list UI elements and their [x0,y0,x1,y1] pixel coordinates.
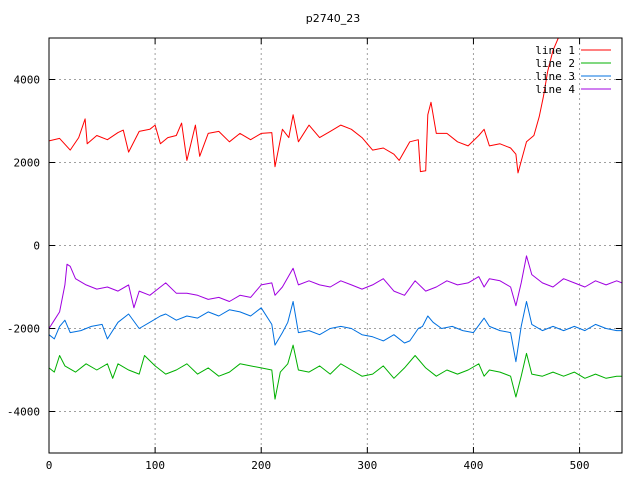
series-line-1 [49,38,559,174]
x-tick-label: 0 [46,459,53,472]
axis-ticks: 0 100 200 300 400 500 -4000 -2000 0 2000 4000 [7,38,622,472]
legend-label-line-3: line 3 [535,70,575,83]
x-tick-label: 400 [464,459,484,472]
legend-label-line-1: line 1 [535,44,575,57]
y-tick-label: -2000 [7,323,40,336]
y-tick-label: 0 [33,240,40,253]
x-tick-label: 100 [145,459,165,472]
y-tick-label: 2000 [14,157,41,170]
series-line-3 [49,301,622,363]
y-tick-label: -4000 [7,406,40,419]
legend-label-line-2: line 2 [535,57,575,70]
grid [49,38,622,453]
chart-title: p2740_23 [306,12,360,25]
series-group [49,38,622,400]
x-tick-label: 200 [251,459,271,472]
series-line-4 [49,255,622,329]
y-tick-label: 4000 [14,74,41,87]
x-tick-label: 300 [357,459,377,472]
legend-label-line-4: line 4 [535,83,575,96]
series-line-2 [49,344,622,400]
x-tick-label: 500 [570,459,590,472]
